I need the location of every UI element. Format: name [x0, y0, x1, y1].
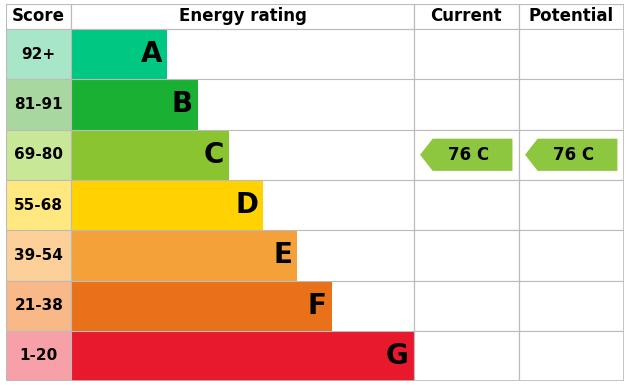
Text: E: E [273, 241, 292, 270]
Text: A: A [140, 40, 162, 68]
Bar [6, 130, 71, 180]
Bar [71, 331, 414, 381]
Bar [414, 130, 518, 180]
Text: Potential: Potential [529, 7, 614, 25]
Text: Energy rating: Energy rating [178, 7, 306, 25]
Bar [71, 230, 297, 281]
Bar [414, 230, 518, 281]
Text: 69-80: 69-80 [14, 147, 63, 162]
Bar [518, 180, 624, 230]
Bar [414, 331, 518, 381]
Bar [6, 281, 71, 331]
Bar [518, 130, 624, 180]
Text: 76 C: 76 C [447, 146, 489, 164]
Bar [414, 4, 518, 29]
Polygon shape [525, 139, 617, 171]
Bar [71, 79, 198, 130]
Text: B: B [172, 90, 193, 119]
Bar [414, 281, 518, 331]
Bar [71, 29, 167, 79]
Bar [414, 79, 518, 130]
Bar [518, 230, 624, 281]
Text: D: D [235, 191, 258, 219]
Bar [6, 230, 71, 281]
Bar [71, 281, 414, 331]
Bar [6, 29, 71, 79]
Bar [71, 180, 263, 230]
Text: 76 C: 76 C [553, 146, 593, 164]
Bar [518, 29, 624, 79]
Bar [71, 130, 414, 180]
Bar [414, 180, 518, 230]
Text: 81-91: 81-91 [14, 97, 63, 112]
Bar [6, 180, 71, 230]
Bar [414, 29, 518, 79]
Bar [71, 29, 414, 79]
Bar [71, 180, 414, 230]
Bar [518, 4, 624, 29]
Bar [518, 281, 624, 331]
Bar [6, 331, 71, 381]
Bar [518, 79, 624, 130]
Text: Score: Score [12, 7, 66, 25]
Bar [71, 4, 414, 29]
Bar [6, 79, 71, 130]
Text: G: G [386, 342, 409, 370]
Text: 1-20: 1-20 [20, 348, 58, 363]
Text: C: C [203, 141, 224, 169]
Text: 55-68: 55-68 [14, 198, 63, 213]
Text: Current: Current [430, 7, 502, 25]
Polygon shape [420, 139, 512, 171]
Text: 21-38: 21-38 [14, 298, 63, 313]
Bar [71, 79, 414, 130]
Text: 92+: 92+ [21, 47, 56, 62]
Text: 39-54: 39-54 [14, 248, 63, 263]
Bar [71, 130, 229, 180]
Text: F: F [307, 292, 326, 320]
Bar [71, 230, 414, 281]
Bar [6, 4, 71, 29]
Bar [518, 331, 624, 381]
Bar [71, 281, 331, 331]
Bar [71, 331, 414, 381]
